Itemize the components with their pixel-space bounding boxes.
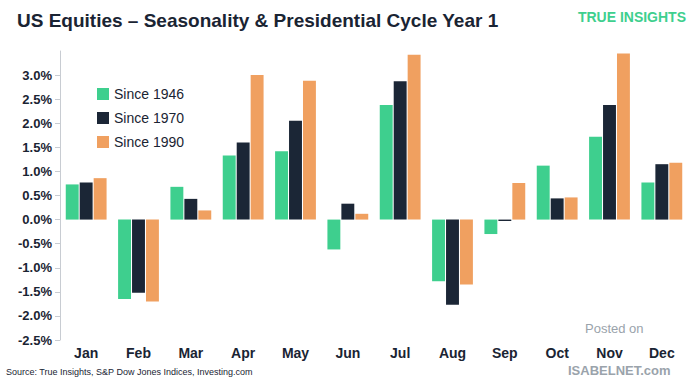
svg-text:-0.5%: -0.5% — [18, 236, 52, 251]
svg-text:3.0%: 3.0% — [22, 68, 52, 83]
svg-text:Source: True Insights, S&P Dow: Source: True Insights, S&P Dow Jones Ind… — [6, 367, 252, 377]
svg-text:-2.5%: -2.5% — [18, 333, 52, 348]
svg-text:Since 1946: Since 1946 — [114, 86, 184, 102]
svg-text:US Equities – Seasonality & Pr: US Equities – Seasonality & Presidential… — [17, 10, 499, 31]
svg-text:Sep: Sep — [492, 345, 518, 361]
svg-text:Feb: Feb — [126, 345, 151, 361]
svg-text:Oct: Oct — [545, 345, 569, 361]
svg-text:Apr: Apr — [231, 345, 256, 361]
svg-text:Posted on: Posted on — [585, 321, 644, 336]
svg-text:-1.0%: -1.0% — [18, 260, 52, 275]
svg-text:Jul: Jul — [390, 345, 410, 361]
svg-text:0.5%: 0.5% — [22, 188, 52, 203]
svg-text:Nov: Nov — [596, 345, 623, 361]
svg-text:Jun: Jun — [335, 345, 360, 361]
svg-text:1.0%: 1.0% — [22, 164, 52, 179]
svg-text:-1.5%: -1.5% — [18, 284, 52, 299]
svg-text:Aug: Aug — [439, 345, 466, 361]
svg-text:Since 1990: Since 1990 — [114, 134, 184, 150]
svg-text:1.5%: 1.5% — [22, 140, 52, 155]
svg-text:Jan: Jan — [74, 345, 98, 361]
svg-text:May: May — [282, 345, 309, 361]
svg-text:Mar: Mar — [178, 345, 203, 361]
svg-text:TRUE INSIGHTS: TRUE INSIGHTS — [578, 9, 686, 25]
svg-text:Since 1970: Since 1970 — [114, 110, 184, 126]
svg-text:-2.0%: -2.0% — [18, 308, 52, 323]
svg-text:0.0%: 0.0% — [22, 212, 52, 227]
svg-text:2.0%: 2.0% — [22, 116, 52, 131]
svg-text:ISABELNET.com: ISABELNET.com — [568, 363, 671, 378]
svg-text:Dec: Dec — [649, 345, 675, 361]
svg-text:2.5%: 2.5% — [22, 92, 52, 107]
